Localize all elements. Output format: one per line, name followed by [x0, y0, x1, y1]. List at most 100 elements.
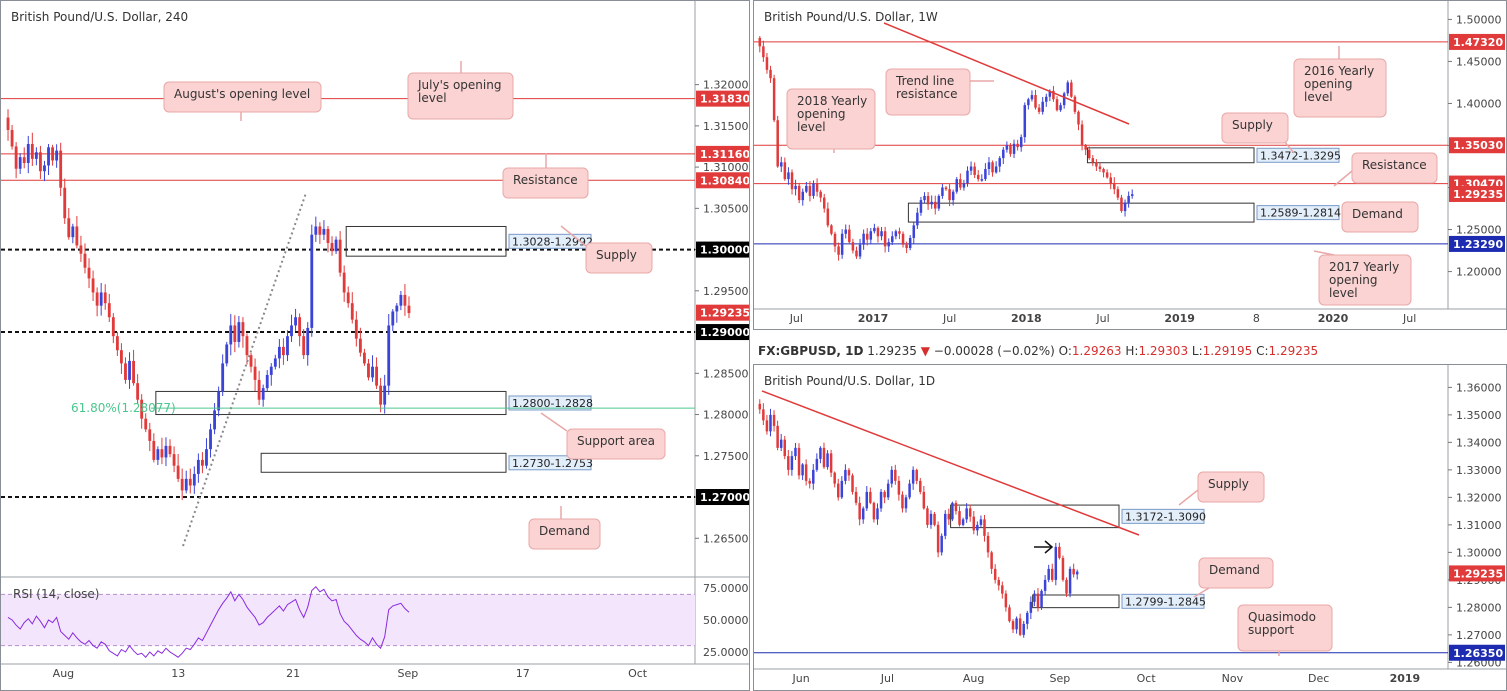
- candle-body: [979, 519, 983, 525]
- candle-body: [819, 447, 822, 459]
- candle-body: [1091, 158, 1095, 163]
- candle-body: [819, 191, 822, 198]
- candle-body: [91, 278, 95, 293]
- callout-text: Supply: [1232, 118, 1273, 132]
- candle-body: [854, 491, 858, 503]
- callout-text: Resistance: [1362, 158, 1427, 172]
- level-price-tag: [696, 489, 749, 506]
- candle-body: [987, 162, 991, 170]
- zone-label: 1.2730-1.2753: [512, 457, 593, 470]
- x-tick-label: 2020: [1318, 312, 1349, 325]
- zone-box: [345, 225, 507, 257]
- candle-body: [387, 325, 391, 386]
- candle-body: [944, 513, 947, 536]
- candle-body: [132, 360, 135, 384]
- candle-body: [1051, 568, 1054, 580]
- h4-chart-panel[interactable]: 1.32000 1.31500 1.31000 1.30500 1.30000 1.295…: [0, 0, 750, 691]
- candle-body: [1065, 579, 1068, 594]
- candle-body: [1077, 111, 1080, 125]
- candle-body: [1105, 172, 1109, 178]
- candle-body: [22, 157, 26, 163]
- candle-body: [876, 227, 880, 237]
- candle-body: [797, 185, 801, 201]
- candle-body: [951, 191, 955, 201]
- candle-body: [47, 147, 50, 166]
- candle-body: [1070, 82, 1073, 97]
- candle-body: [840, 480, 844, 498]
- candle-body: [897, 480, 901, 495]
- rsi-line: [7, 585, 410, 658]
- candle-body: [358, 338, 362, 353]
- candle-body: [805, 185, 808, 192]
- candle-body: [880, 231, 883, 237]
- callout-box: [1341, 201, 1419, 233]
- candle-body: [152, 440, 156, 460]
- candle-body: [277, 346, 281, 359]
- daily-chart[interactable]: 1.36000 1.35000 1.34000 1.33000 1.32000 1.310…: [754, 365, 1507, 691]
- candle-body: [1061, 557, 1065, 580]
- zone-label: 1.2800-1.2828: [512, 397, 593, 410]
- candle-body: [858, 244, 862, 257]
- candle-body: [923, 195, 926, 201]
- candle-body: [779, 439, 783, 448]
- x-tick-label: Aug: [963, 672, 984, 685]
- callout-box: [1293, 58, 1387, 118]
- candle-body: [758, 37, 762, 47]
- candle-body: [1005, 145, 1009, 150]
- candle-body: [217, 391, 221, 411]
- zone-tag: [508, 233, 592, 249]
- y-tick-label: 1.32000: [703, 79, 749, 92]
- candle-body: [1130, 194, 1134, 196]
- level-price-label: 1.31160: [700, 148, 750, 161]
- callout-text: July's opening: [417, 78, 501, 92]
- candle-body: [973, 166, 976, 175]
- weekly-chart[interactable]: 1.500001.450001.400001.350001.300001.250…: [754, 1, 1507, 330]
- level-price-label: 1.30000: [700, 244, 750, 257]
- candle-body: [99, 292, 103, 306]
- callout-pointer: [560, 225, 587, 247]
- candle-body: [961, 519, 965, 525]
- candle-body: [812, 183, 815, 196]
- candle-body: [79, 245, 83, 254]
- arrow-head-icon: [1044, 540, 1054, 554]
- candle-body: [894, 231, 898, 237]
- candle-body: [87, 267, 91, 279]
- candle-body: [294, 317, 297, 326]
- candle-body: [830, 225, 833, 234]
- x-tick-label: Jul: [1402, 312, 1416, 325]
- candle-body: [39, 152, 42, 172]
- candle-body: [103, 292, 107, 304]
- candle-body: [350, 303, 354, 320]
- level-price-label: 1.29000: [700, 326, 750, 339]
- x-tick-label: Sep: [1050, 672, 1071, 685]
- candle-body: [901, 494, 904, 509]
- candle-body: [837, 246, 840, 255]
- candle-body: [772, 414, 776, 426]
- callout-box: [528, 518, 601, 550]
- low-value: 1.29195: [1202, 344, 1253, 358]
- candle-body: [51, 147, 54, 161]
- callout-text: Quasimodo: [1248, 610, 1316, 624]
- candle-body: [908, 237, 912, 249]
- fib-leg-line: [182, 192, 307, 547]
- trend-line-resistance: [883, 22, 1130, 125]
- h4-chart[interactable]: 1.32000 1.31500 1.31000 1.30500 1.30000 1.295…: [1, 1, 750, 691]
- candle-body: [916, 212, 919, 226]
- candle-body: [1011, 621, 1015, 630]
- callout-text: Support area: [577, 434, 655, 448]
- candle-body: [772, 78, 776, 121]
- candle-body: [367, 363, 370, 378]
- level-price-tag: [1449, 644, 1505, 661]
- daily-chart-panel[interactable]: 1.36000 1.35000 1.34000 1.33000 1.32000 1.310…: [753, 364, 1507, 691]
- zone-label: 1.2799-1.2845: [1125, 595, 1206, 608]
- callout-pointer: [1333, 170, 1353, 187]
- candle-body: [115, 336, 119, 351]
- callout-box: [1197, 471, 1265, 503]
- callout-box: [885, 68, 971, 116]
- weekly-chart-panel[interactable]: 1.500001.450001.400001.350001.300001.250…: [753, 0, 1507, 330]
- candle-body: [858, 502, 861, 520]
- x-tick-label: Jun: [792, 672, 810, 685]
- x-tick-label: Jul: [880, 672, 894, 685]
- candle-body: [164, 445, 168, 458]
- callout-text: 2016 Yearly: [1304, 64, 1374, 78]
